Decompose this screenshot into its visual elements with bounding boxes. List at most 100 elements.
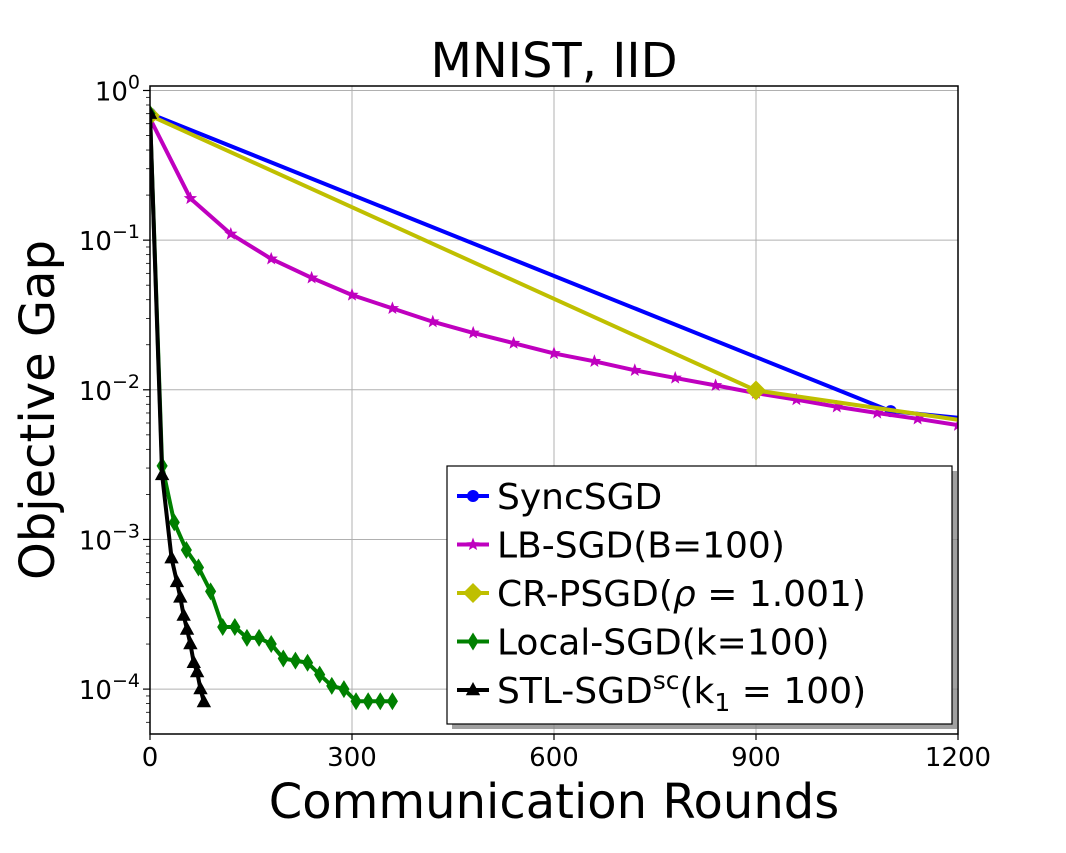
legend-item: STL-SGDsc(k1 = 100) <box>457 666 866 717</box>
data-point <box>168 513 180 532</box>
data-point <box>385 301 400 315</box>
triangle-marker <box>465 682 481 696</box>
x-tick-label: 300 <box>327 743 377 773</box>
data-point <box>192 558 205 577</box>
legend-label: LB-SGD(B=100) <box>497 526 785 567</box>
data-point <box>314 665 326 684</box>
y-tick-label: 10−4 <box>79 670 140 706</box>
data-point <box>345 288 359 301</box>
data-point <box>426 314 440 328</box>
data-point <box>176 607 191 621</box>
y-tick-label: 10−1 <box>79 221 140 257</box>
data-point <box>277 649 289 668</box>
legend-label-text: LB-SGD(B=100) <box>497 526 785 567</box>
legend-item: CR-PSGD(ρ = 1.001) <box>457 574 866 615</box>
series-cr-psgd-1-001- <box>150 105 958 422</box>
legend-label-text: = 100) <box>730 671 866 712</box>
x-tick-label: 600 <box>529 743 579 773</box>
y-tick-exponent: −4 <box>112 670 140 692</box>
data-point <box>154 466 170 481</box>
legend-label-text: CR-PSGD( <box>497 574 673 615</box>
series-layer <box>150 104 958 711</box>
data-point <box>386 692 398 711</box>
data-point <box>150 105 158 119</box>
legend-item: SyncSGD <box>457 477 662 518</box>
data-point <box>506 336 521 349</box>
legend-label-text: SyncSGD <box>497 477 662 518</box>
series-syncsgd <box>150 107 958 420</box>
legend-label-text: = 1.001) <box>696 574 866 615</box>
data-point <box>466 325 480 339</box>
y-axis-label: Objective Gap <box>10 240 66 580</box>
y-tick-base: 10 <box>79 227 112 257</box>
legend-label-superscript: sc <box>653 666 680 695</box>
y-tick-exponent: 0 <box>128 71 140 93</box>
data-point <box>264 251 278 265</box>
thin-diamond-marker <box>467 632 479 651</box>
legend-label-text: STL-SGD <box>497 671 653 712</box>
data-point <box>229 618 241 637</box>
data-point <box>628 363 642 376</box>
data-point <box>746 380 766 401</box>
legend-label: Local-SGD(k=100) <box>497 623 830 664</box>
legend-item: LB-SGD(B=100) <box>457 526 785 567</box>
data-point <box>180 541 192 560</box>
y-tick-exponent: −3 <box>112 520 140 542</box>
y-tick-label: 100 <box>95 71 140 107</box>
diamond-marker <box>463 583 483 603</box>
x-tick-label: 900 <box>731 743 781 773</box>
legend-label-subscript: 1 <box>714 688 730 717</box>
legend-label-text: Local-SGD(k=100) <box>497 623 830 664</box>
data-point <box>304 270 319 284</box>
data-point <box>217 618 229 637</box>
data-point <box>374 692 386 711</box>
data-point <box>708 378 723 392</box>
data-point <box>910 411 925 425</box>
y-tick-label: 10−2 <box>79 371 140 407</box>
circle-marker <box>467 490 479 502</box>
data-point <box>169 573 185 588</box>
legend-box <box>446 465 953 725</box>
data-point <box>265 635 277 654</box>
y-tick-exponent: −2 <box>112 371 140 393</box>
data-point <box>241 628 253 647</box>
data-point <box>186 654 201 668</box>
data-point <box>870 405 884 419</box>
chart-title: MNIST, IID <box>430 33 677 89</box>
legend-label: CR-PSGD(ρ = 1.001) <box>497 574 866 615</box>
data-point <box>196 694 212 708</box>
legend-label-text: (k <box>680 671 715 712</box>
data-point <box>789 392 804 406</box>
legend: SyncSGD LB-SGD(B=100) CR-PSGD(ρ = 1.001) Lo… <box>446 465 957 729</box>
x-axis-label: Communication Rounds <box>269 774 839 830</box>
data-point <box>189 664 205 678</box>
data-point <box>301 653 314 672</box>
y-tick-base: 10 <box>79 377 112 407</box>
series-stl-sgdsc-k1-100- <box>150 105 212 708</box>
legend-label: STL-SGDsc(k1 = 100) <box>497 666 866 717</box>
data-point <box>668 370 682 384</box>
x-tick-label: 0 <box>142 743 159 773</box>
legend-item: Local-SGD(k=100) <box>457 623 830 664</box>
data-point <box>179 621 195 635</box>
series-lb-sgd-b-100- <box>150 111 958 431</box>
data-point <box>253 628 265 647</box>
data-point <box>587 354 602 367</box>
data-point <box>830 399 844 413</box>
data-point <box>205 582 217 601</box>
y-tick-base: 10 <box>79 526 112 556</box>
data-point <box>183 636 198 650</box>
legend-label-symbol: ρ <box>673 574 696 615</box>
data-point <box>350 692 362 711</box>
x-tick-label: 1200 <box>925 743 991 773</box>
y-tick-base: 10 <box>79 676 112 706</box>
data-point <box>362 692 374 711</box>
data-point <box>547 346 561 360</box>
data-point <box>951 418 958 431</box>
x-axis-ticks: 0 300 600 900 1200 <box>142 734 991 773</box>
data-point <box>289 651 302 670</box>
legend-label: SyncSGD <box>497 477 662 518</box>
data-point <box>338 680 350 699</box>
